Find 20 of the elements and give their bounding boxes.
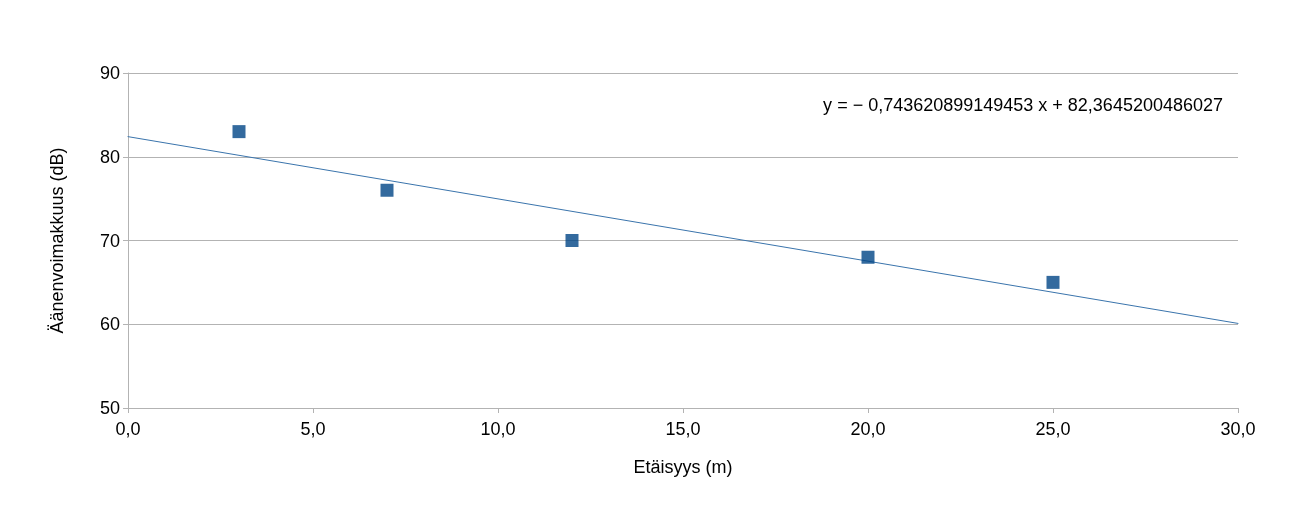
x-tick-label: 30,0 [1220,419,1256,439]
y-tick-label: 90 [99,63,120,83]
point [1046,275,1060,289]
annotation: y = − 0,743620899149453 x + 82,3645200486027 [823,95,1224,115]
x-tick-label: 20,0 [850,419,886,439]
y-axis-title: Äänenvoimakkuus (dB) [47,147,67,334]
y-tick-label: 50 [99,398,120,418]
y-tick-label: 80 [99,146,120,167]
x-tick-label: 5,0 [300,419,326,439]
point [565,234,579,247]
point [861,250,875,264]
point [380,183,394,197]
y-tick-label: 60 [99,314,120,335]
x-axis-title: Etäisyys (m) [633,457,733,477]
point [232,125,246,139]
x-tick-label: 10,0 [480,419,516,439]
x-tick-label: 25,0 [1035,419,1071,439]
x-tick-label: 0,0 [115,419,141,439]
x-tick-label: 15,0 [665,419,701,439]
y-tick-label: 70 [99,230,120,251]
